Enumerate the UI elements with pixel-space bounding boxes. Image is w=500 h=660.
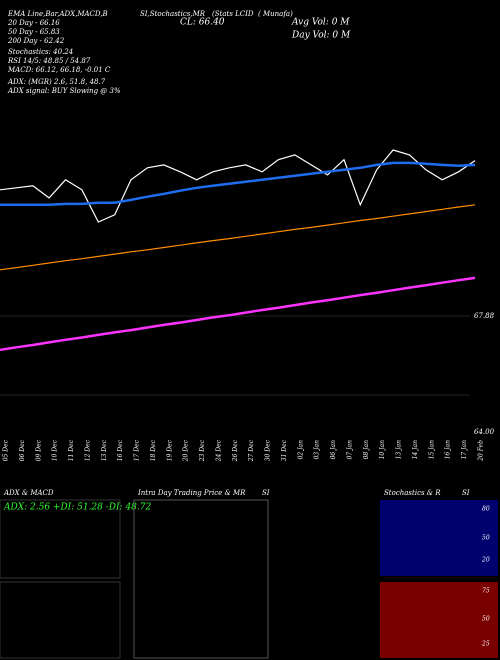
price-line [0,149,476,223]
x-tick-label: 06 Jan [330,440,337,460]
x-tick-label: 16 Jan [445,440,452,460]
price-line [0,161,476,207]
panel-title: ADX & MACD [3,489,54,497]
day-vol: Day Vol: 0 M [291,31,351,41]
x-tick-label: 13 Jan [396,440,403,460]
lower-ticks: 80 50 20 75 50 25 [481,506,490,648]
x-tick-label: 16 Dec [117,439,124,461]
close-label: CL: 66.40 [180,18,225,28]
stoch-tick: 50 [482,535,490,542]
side-label: 67.88 [474,312,495,320]
x-tick-label: 30 Dec [265,439,272,461]
x-tick-label: 18 Dec [150,439,157,461]
x-tick-label: 17 Jan [461,440,468,460]
info-line: ADX signal: BUY Slowing @ 3% [7,87,121,95]
studies: EMA Line,Bar,ADX,MACD,B [7,10,108,18]
x-tick-label: 10 Jan [379,440,386,460]
source: (Stats LCID [212,10,254,18]
rsi-tick: 25 [481,641,490,648]
info-line: ADX: (MGR) 2.6, 51.8, 48.7 [7,78,106,86]
price-line [0,276,476,352]
panel-title: SI [462,489,470,497]
stoch-tick: 80 [482,506,490,513]
x-tick-label: 26 Dec [232,439,239,462]
stoch-tick: 20 [481,557,490,564]
adx-values: ADX: 2.56 +DI: 51.28 -DI: 48.72 [3,503,151,513]
x-tick-label: 12 Dec [84,439,91,461]
x-tick-label: 07 Jan [346,440,353,460]
x-tick-label: 02 Jan [297,440,304,460]
stoch-panel [380,500,498,576]
x-tick-label: 27 Dec [248,439,255,462]
price-line [0,204,476,271]
x-tick-label: 20 Feb [478,440,485,462]
x-tick-label: 03 Jan [314,440,321,460]
side-label: 64.00 [474,428,495,436]
x-tick-label: 15 Jan [428,440,435,460]
info-line: MACD: 66.12, 66.18, -0.01 C [7,66,111,74]
info-line: Stochastics: 40.24 [8,48,73,56]
x-tick-label: 11 Dec [68,439,75,461]
x-tick-label: 31 Dec [281,439,288,461]
info-line: 20 Day - 66.16 [7,19,60,27]
info-line: 200 Day - 62.42 [7,37,65,45]
rsi-panel [380,582,498,658]
x-tick-label: 05 Dec [3,439,10,461]
x-tick-label: 06 Dec [19,439,26,461]
x-tick-label: 19 Dec [166,439,173,461]
panel-title: Stochastics & R [384,489,441,497]
macd-panel [0,581,121,659]
info-line: RSI 14/5: 48.85 / 54.87 [7,57,91,65]
x-tick-label: 13 Dec [101,439,108,461]
panel-title: Intra Day Trading Price & MR [137,489,246,497]
rsi-tick: 50 [482,616,490,623]
rsi-tick: 75 [482,588,490,595]
info-line: 50 Day - 65.83 [8,28,60,36]
x-tick-label: 14 Jan [412,440,419,460]
brand: ( Munafa) [258,10,293,18]
x-tick-label: 24 Dec [215,439,222,462]
x-tick-label: 08 Jan [363,440,370,460]
panel-title: SI [262,489,270,497]
adx-panel [0,499,121,579]
x-tick-label: 17 Dec [134,439,141,461]
x-tick-label: 20 Dec [183,439,190,462]
x-tick-label: 09 Dec [35,439,42,461]
x-tick-label: 23 Dec [199,439,206,462]
studies2: SI,Stochastics,MR [140,10,206,18]
intraday-panel [133,499,269,659]
x-tick-label: 10 Dec [52,439,59,461]
avg-vol: Avg Vol: 0 M [291,18,350,28]
